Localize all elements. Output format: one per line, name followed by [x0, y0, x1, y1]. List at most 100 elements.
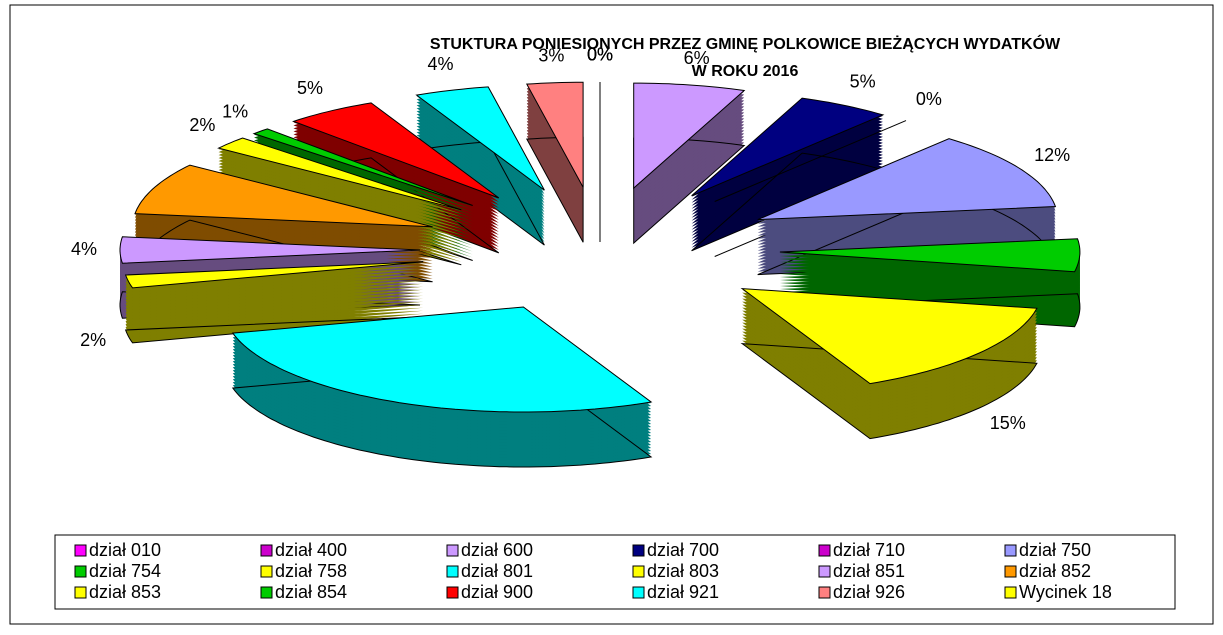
data-label: 3%	[538, 45, 564, 65]
slice-side-edge	[231, 361, 653, 468]
slice-top	[119, 236, 421, 264]
slice-top	[633, 82, 746, 190]
slice-top	[217, 137, 462, 211]
slice-side	[125, 274, 424, 301]
slice-top	[252, 128, 473, 206]
slice	[415, 86, 545, 246]
slice-side	[125, 292, 424, 319]
slice-side	[125, 277, 424, 304]
slice-side	[125, 301, 424, 328]
legend-swatch	[74, 544, 87, 557]
legend-label: dział 900	[461, 582, 533, 602]
legend-label: dział 851	[833, 561, 905, 581]
legend-label: dział 758	[275, 561, 347, 581]
slice-side	[714, 121, 906, 203]
data-label: 0%	[587, 45, 613, 65]
legend-swatch	[818, 586, 831, 599]
legend-label: dział 852	[1019, 561, 1091, 581]
slice-top	[779, 238, 1081, 273]
legend-swatch	[818, 544, 831, 557]
slice-side-edge	[691, 152, 885, 252]
legend-label: dział 803	[647, 561, 719, 581]
data-label: 2%	[80, 330, 106, 350]
slice-side-edge	[119, 291, 421, 319]
data-label: 12%	[1034, 145, 1070, 165]
slice-side	[125, 289, 424, 316]
slice-side	[125, 304, 424, 331]
slice-top	[757, 138, 1057, 221]
slice-top	[231, 306, 653, 413]
legend-swatch	[632, 565, 645, 578]
legend-label: dział 853	[89, 582, 161, 602]
slice-side	[714, 124, 906, 206]
slice-side	[714, 127, 906, 209]
legend-swatch	[632, 586, 645, 599]
data-label: 5%	[297, 78, 323, 98]
legend-swatch	[1004, 544, 1017, 557]
legend-swatch	[1004, 586, 1017, 599]
slice-side	[125, 298, 424, 325]
legend-swatch	[260, 565, 273, 578]
data-label: 0%	[587, 45, 613, 65]
legend-swatch	[446, 544, 459, 557]
data-label: 6%	[684, 48, 710, 68]
slice-top	[691, 97, 885, 197]
slice-side-edge	[779, 293, 1081, 328]
chart-title: STUKTURA PONIESIONYCH PRZEZ GMINĘ POLKOW…	[430, 34, 1061, 53]
legend-swatch	[1004, 565, 1017, 578]
chart-title: W ROKU 2016	[692, 63, 799, 80]
legend-label: Wycinek 18	[1019, 582, 1112, 602]
legend-label: dział 854	[275, 582, 347, 602]
slice-top	[740, 287, 1038, 385]
legend-label: dział 700	[647, 540, 719, 560]
legend-swatch	[632, 544, 645, 557]
data-label: 0%	[916, 89, 942, 109]
slice	[231, 306, 653, 468]
slice-side	[125, 283, 424, 310]
slice-side	[125, 265, 424, 292]
legend-label: dział 754	[89, 561, 161, 581]
slice-top	[714, 120, 907, 202]
legend-swatch	[260, 544, 273, 557]
slice-top	[415, 86, 545, 191]
data-label: 4%	[428, 54, 454, 74]
data-label: 15%	[990, 413, 1026, 433]
slice-side-edge	[740, 342, 1038, 440]
slice-top	[292, 102, 500, 199]
legend-swatch	[74, 586, 87, 599]
slice	[633, 82, 746, 245]
legend-label: dział 600	[461, 540, 533, 560]
data-label: 4%	[71, 239, 97, 259]
legend-label: dział 926	[833, 582, 905, 602]
legend-label: dział 010	[89, 540, 161, 560]
legend-label: dział 710	[833, 540, 905, 560]
slice-side	[125, 295, 424, 322]
legend-label: dział 801	[461, 561, 533, 581]
slice	[525, 81, 584, 243]
slice-top	[525, 81, 584, 188]
slice-side-edge	[124, 316, 424, 344]
legend-box	[54, 534, 1176, 610]
legend-label: dział 750	[1019, 540, 1091, 560]
slice-side	[125, 280, 424, 307]
legend-label: dział 400	[275, 540, 347, 560]
slice-side	[125, 262, 424, 289]
slice-side	[125, 307, 424, 334]
legend-swatch	[446, 586, 459, 599]
slice-side	[125, 271, 424, 298]
legend-swatch	[260, 586, 273, 599]
legend-swatch	[446, 565, 459, 578]
slice-top	[134, 164, 433, 228]
slice	[740, 287, 1038, 440]
data-label: 5%	[850, 72, 876, 92]
slice-top	[124, 261, 424, 289]
data-label: 0%	[587, 45, 613, 65]
data-label: 2%	[189, 115, 215, 135]
slice-side	[125, 268, 424, 295]
legend-label: dział 921	[647, 582, 719, 602]
data-label: 1%	[222, 101, 248, 121]
legend-swatch	[818, 565, 831, 578]
slice-side	[125, 286, 424, 313]
legend-swatch	[74, 565, 87, 578]
